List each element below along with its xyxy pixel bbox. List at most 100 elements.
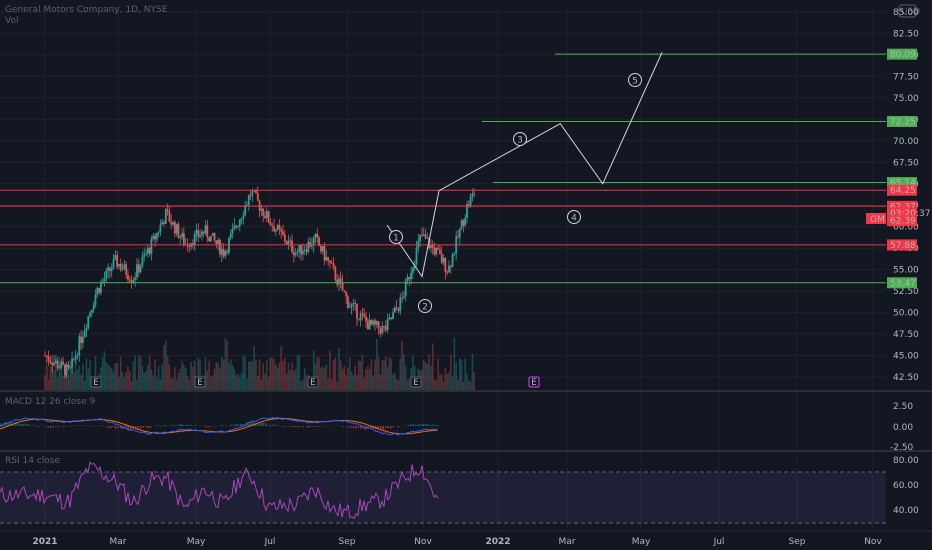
volume-bar <box>407 380 409 390</box>
volume-bar <box>473 372 475 390</box>
macd-histogram-bar <box>390 426 391 428</box>
macd-histogram-bar <box>33 425 34 426</box>
candle-body <box>264 216 266 218</box>
volume-bar <box>363 378 365 390</box>
macd-histogram-bar <box>398 426 399 428</box>
candle-body <box>412 268 414 273</box>
candle-body <box>347 296 349 307</box>
candle-body <box>176 224 178 233</box>
macd-histogram-bar <box>165 425 166 426</box>
macd-histogram-bar <box>348 426 349 427</box>
time-axis-label: 2022 <box>485 537 510 547</box>
volume-bar <box>136 380 138 390</box>
candle-body <box>374 320 376 324</box>
macd-histogram-bar <box>78 425 79 426</box>
macd-histogram-bar <box>408 425 409 426</box>
candle-body <box>372 320 374 324</box>
candle-body <box>178 224 180 238</box>
price-tick: 82.50 <box>893 29 919 39</box>
candle-body <box>410 273 412 279</box>
volume-bar <box>106 362 108 390</box>
candle-body <box>223 249 225 257</box>
macd-histogram-bar <box>48 426 49 428</box>
volume-bar <box>113 372 115 390</box>
macd-histogram-bar <box>20 424 21 426</box>
candle-body <box>286 241 288 244</box>
volume-bar <box>434 379 436 390</box>
volume-bar <box>441 374 443 390</box>
candle-body <box>381 326 383 333</box>
candle-body <box>426 238 428 239</box>
macd-histogram-bar <box>258 424 259 426</box>
macd-histogram-bar <box>423 424 424 426</box>
volume-bar <box>356 375 358 390</box>
macd-histogram-bar <box>65 426 66 427</box>
candle-body <box>356 304 358 319</box>
candle-body <box>224 251 226 256</box>
candle-body <box>361 313 363 314</box>
candle-body <box>416 248 418 264</box>
candle-body <box>100 283 102 293</box>
macd-histogram-bar <box>430 425 431 426</box>
candle-body <box>71 358 73 367</box>
candle-body <box>172 222 174 225</box>
candle-body <box>403 296 405 297</box>
macd-histogram-bar <box>313 426 314 427</box>
volume-bar <box>140 356 142 390</box>
volume-bar <box>362 355 364 390</box>
candle-body <box>340 278 342 282</box>
volume-bar <box>360 361 362 390</box>
volume-bar <box>466 373 468 390</box>
volume-bar <box>253 346 255 390</box>
volume-bar <box>73 372 75 390</box>
candle-body <box>242 215 244 218</box>
time-axis-label: 2021 <box>32 537 57 547</box>
volume-bar <box>298 355 300 390</box>
candle-body <box>131 281 133 283</box>
candle-body <box>246 205 248 206</box>
volume-bar <box>259 359 261 390</box>
candle-body <box>165 209 167 224</box>
volume-bar <box>468 380 470 390</box>
macd-histogram-bar <box>158 425 159 426</box>
volume-bar <box>396 379 398 390</box>
volume-bar <box>295 370 297 390</box>
macd-histogram-bar <box>388 426 389 428</box>
candle-body <box>87 316 89 328</box>
macd-histogram-bar <box>215 426 216 427</box>
volume-bar <box>437 359 439 390</box>
macd-histogram-bar <box>235 424 236 426</box>
volume-bar <box>279 363 281 390</box>
macd-tick: -2.50 <box>890 443 914 453</box>
volume-bar <box>262 363 264 390</box>
volume-bar <box>111 368 113 390</box>
macd-histogram-bar <box>263 423 264 426</box>
volume-bar <box>335 357 337 390</box>
earnings-marker-label: E <box>197 378 203 388</box>
volume-bar <box>398 380 400 390</box>
candle-body <box>235 226 237 228</box>
volume-bar <box>109 366 111 390</box>
volume-bar <box>304 368 306 390</box>
volume-bar <box>439 375 441 390</box>
candle-body <box>217 240 219 244</box>
macd-histogram-bar <box>50 426 51 428</box>
volume-bar <box>324 368 326 390</box>
volume-bar <box>149 356 151 390</box>
volume-bar <box>124 377 126 390</box>
macd-histogram-bar <box>240 424 241 426</box>
volume-bar <box>389 357 391 390</box>
candle-body <box>437 248 439 250</box>
volume-bar <box>428 354 430 390</box>
macd-histogram-bar <box>138 426 139 428</box>
candle-body <box>107 267 109 270</box>
volume-bar <box>165 340 167 390</box>
time-axis-label: May <box>187 537 206 547</box>
candle-body <box>248 195 250 205</box>
volume-bar <box>288 363 290 390</box>
candle-body <box>324 246 326 260</box>
candle-body <box>141 257 143 266</box>
rsi-label: RSI 14 close <box>5 456 60 466</box>
volume-bar <box>371 359 373 390</box>
